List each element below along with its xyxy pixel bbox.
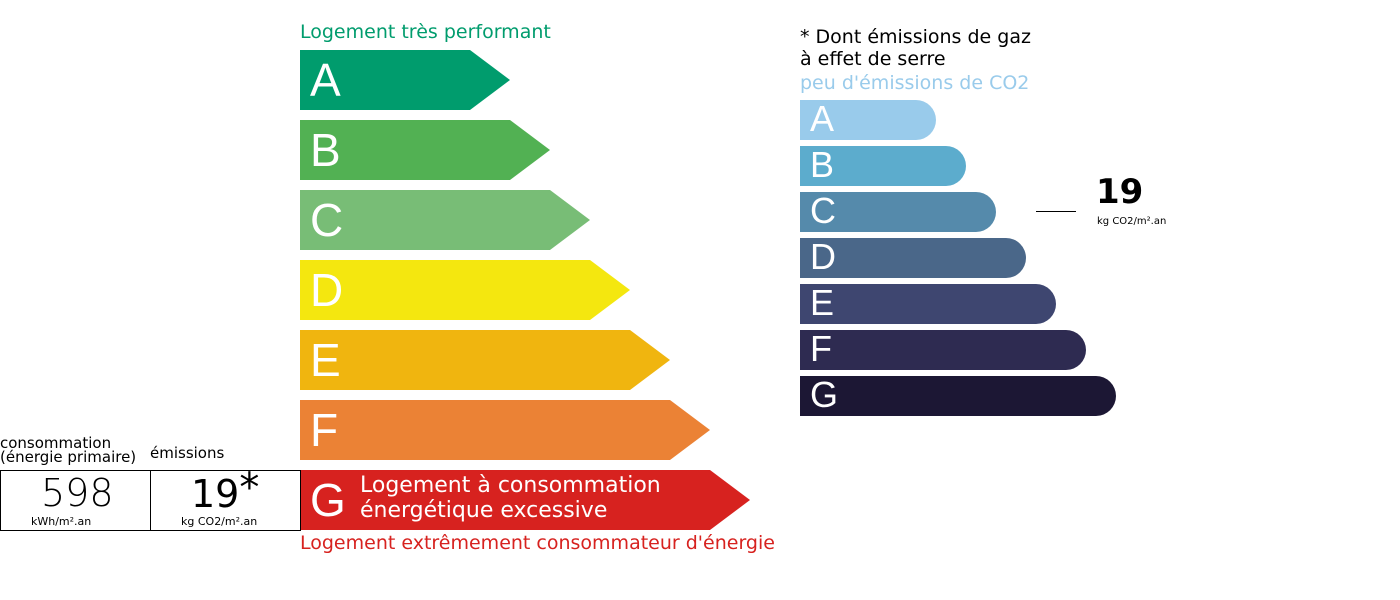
energy-class-d: D — [300, 260, 630, 320]
energy-class-e: E — [300, 330, 670, 390]
class-letter: E — [310, 334, 341, 386]
climate-top-label: peu d'émissions de CO2 — [800, 72, 1030, 94]
summary-box: 598 kWh/m².an 19* kg CO2/m².an — [0, 465, 301, 531]
class-letter: A — [310, 54, 341, 106]
current-class-text-line1: Logement à consommation — [360, 473, 661, 498]
class-letter: E — [810, 282, 835, 323]
consumption-cell: 598 kWh/m².an — [1, 471, 151, 530]
emissions-label: émissions — [150, 444, 225, 462]
climate-class-d: D — [800, 236, 1026, 278]
energy-class-b: B — [300, 120, 550, 180]
consumption-label-line2: (énergie primaire) — [0, 448, 137, 466]
class-letter: C — [810, 190, 836, 231]
climate-unit: kg CO2/m².an — [1097, 216, 1167, 227]
energy-class-c: C — [300, 190, 590, 250]
class-letter: G — [310, 474, 346, 526]
climate-pointer-line — [1036, 211, 1076, 212]
climate-note: * Dont émissions de gaz à effet de serre — [800, 26, 1031, 70]
energy-top-label: Logement très performant — [300, 21, 551, 43]
class-letter: D — [310, 264, 344, 316]
current-class-text: Logement à consommation énergétique exces… — [360, 473, 661, 523]
class-letter: B — [310, 124, 341, 176]
energy-class-f: F — [300, 400, 710, 460]
consumption-value: 598 — [41, 471, 114, 515]
current-class-text-line2: énergétique excessive — [360, 498, 608, 523]
emissions-number: 19 — [191, 472, 240, 516]
climate-class-g: G — [800, 374, 1116, 416]
climate-class-c: C — [800, 190, 996, 232]
consumption-label-line1: consommation — [0, 434, 112, 452]
climate-class-e: E — [800, 282, 1056, 324]
climate-note-line1: * Dont émissions de gaz — [800, 26, 1031, 48]
class-letter: F — [810, 328, 832, 369]
climate-note-line2: à effet de serre — [800, 48, 946, 70]
energy-class-g: G Logement à consommation énergétique exce… — [300, 470, 750, 530]
climate-class-a: A — [800, 98, 936, 140]
asterisk: * — [239, 465, 260, 511]
class-letter: A — [810, 98, 835, 139]
class-letter: G — [810, 374, 839, 415]
climate-value: 19 — [1096, 172, 1144, 212]
consumption-unit: kWh/m².an — [31, 515, 92, 528]
climate-class-f: F — [800, 328, 1086, 370]
class-letter: C — [310, 194, 344, 246]
energy-bottom-label: Logement extrêmement consommateur d'éner… — [300, 532, 775, 554]
emissions-value: 19* — [191, 465, 259, 517]
class-letter: F — [310, 404, 339, 456]
climate-class-b: B — [800, 144, 966, 186]
emissions-cell: 19* kg CO2/m².an — [151, 465, 300, 530]
class-letter: D — [810, 236, 836, 277]
consumption-label: consommation (énergie primaire) — [0, 434, 137, 466]
energy-class-a: A — [300, 50, 510, 110]
class-letter: B — [810, 144, 835, 185]
emissions-unit: kg CO2/m².an — [181, 515, 258, 528]
